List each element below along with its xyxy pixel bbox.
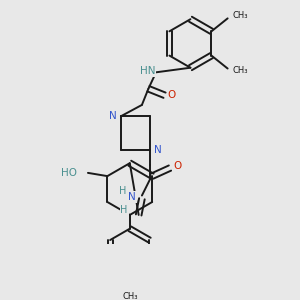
Text: H: H	[120, 205, 128, 215]
Text: CH₃: CH₃	[232, 11, 248, 20]
Text: N: N	[109, 111, 117, 121]
Text: CH₃: CH₃	[122, 292, 137, 300]
Text: O: O	[168, 90, 176, 100]
Text: CH₃: CH₃	[232, 67, 248, 76]
Text: N: N	[128, 192, 136, 202]
Text: N: N	[154, 145, 162, 155]
Text: O: O	[173, 161, 182, 171]
Text: HO: HO	[61, 168, 76, 178]
Text: H: H	[119, 186, 126, 196]
Text: HN: HN	[140, 66, 155, 76]
